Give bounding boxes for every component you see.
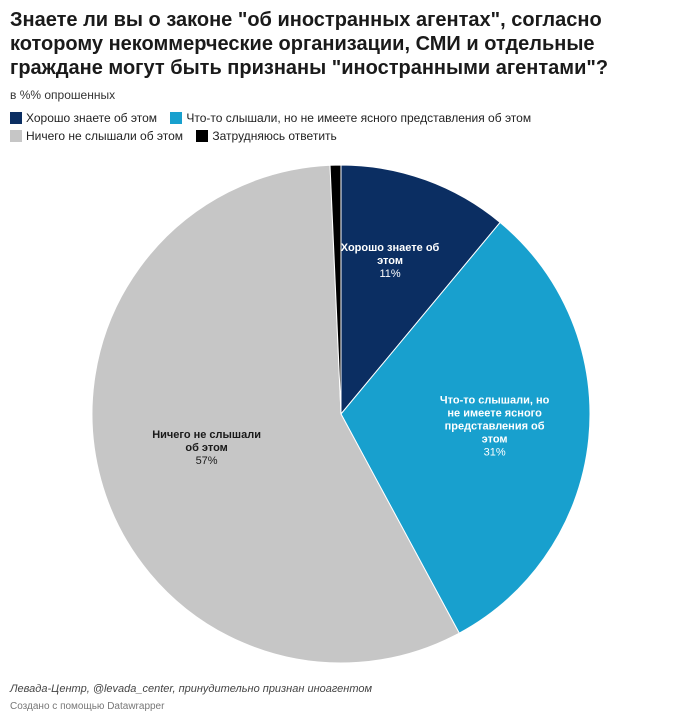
slice-value-label: 31% xyxy=(484,446,506,458)
slice-label-text: Хорошо знаете об xyxy=(341,242,440,254)
legend-swatch xyxy=(170,112,183,124)
legend-label: Хорошо знаете об этом xyxy=(26,111,157,125)
slice-label-text: Ничего не слышали xyxy=(152,429,261,441)
legend-item-hard-to-say: Затрудняюсь ответить xyxy=(196,127,337,145)
slice-label-text: не имеете ясного xyxy=(447,407,542,419)
legend-item-well-known: Хорошо знаете об этом xyxy=(10,109,157,127)
pie-slice-well-known xyxy=(340,164,501,416)
pie-slice-hard-to-say xyxy=(329,164,342,415)
chart-title: Знаете ли вы о законе "об иностранных аг… xyxy=(10,9,609,79)
legend-label: Что-то слышали, но не имеете ясного пред… xyxy=(186,111,532,125)
legend-row: Хорошо знаете об этом Что-то слышали, но… xyxy=(10,109,670,127)
footer-source: Левада-Центр, @levada_center, принудител… xyxy=(10,683,373,695)
legend-label: Ничего не слышали об этом xyxy=(26,129,184,143)
pie-slice-heard-something xyxy=(340,221,591,634)
legend: Хорошо знаете об этом Что-то слышали, но… xyxy=(10,109,670,145)
pie-slice-heard-nothing xyxy=(91,164,460,664)
chart-subtitle: в %% опрошенных xyxy=(10,88,116,102)
legend-row: Ничего не слышали об этом Затрудняюсь от… xyxy=(10,127,670,145)
legend-label: Затрудняюсь ответить xyxy=(212,129,337,143)
slice-label-text: об этом xyxy=(185,442,227,454)
slice-label-text: этом xyxy=(377,255,403,267)
legend-swatch xyxy=(10,130,22,142)
slice-value-label: 11% xyxy=(379,268,400,280)
legend-item-heard-nothing: Ничего не слышали об этом xyxy=(10,127,183,145)
slice-label-text: Что-то слышали, но xyxy=(440,394,550,406)
slice-label-text: этом xyxy=(482,433,508,445)
legend-item-heard-something: Что-то слышали, но не имеете ясного пред… xyxy=(170,109,531,127)
slice-value-label: 57% xyxy=(196,455,218,467)
slice-label-text: представления об xyxy=(445,420,545,432)
footer-credit: Создано с помощью Datawrapper xyxy=(10,701,165,712)
legend-swatch xyxy=(196,130,209,142)
legend-swatch xyxy=(10,112,22,124)
